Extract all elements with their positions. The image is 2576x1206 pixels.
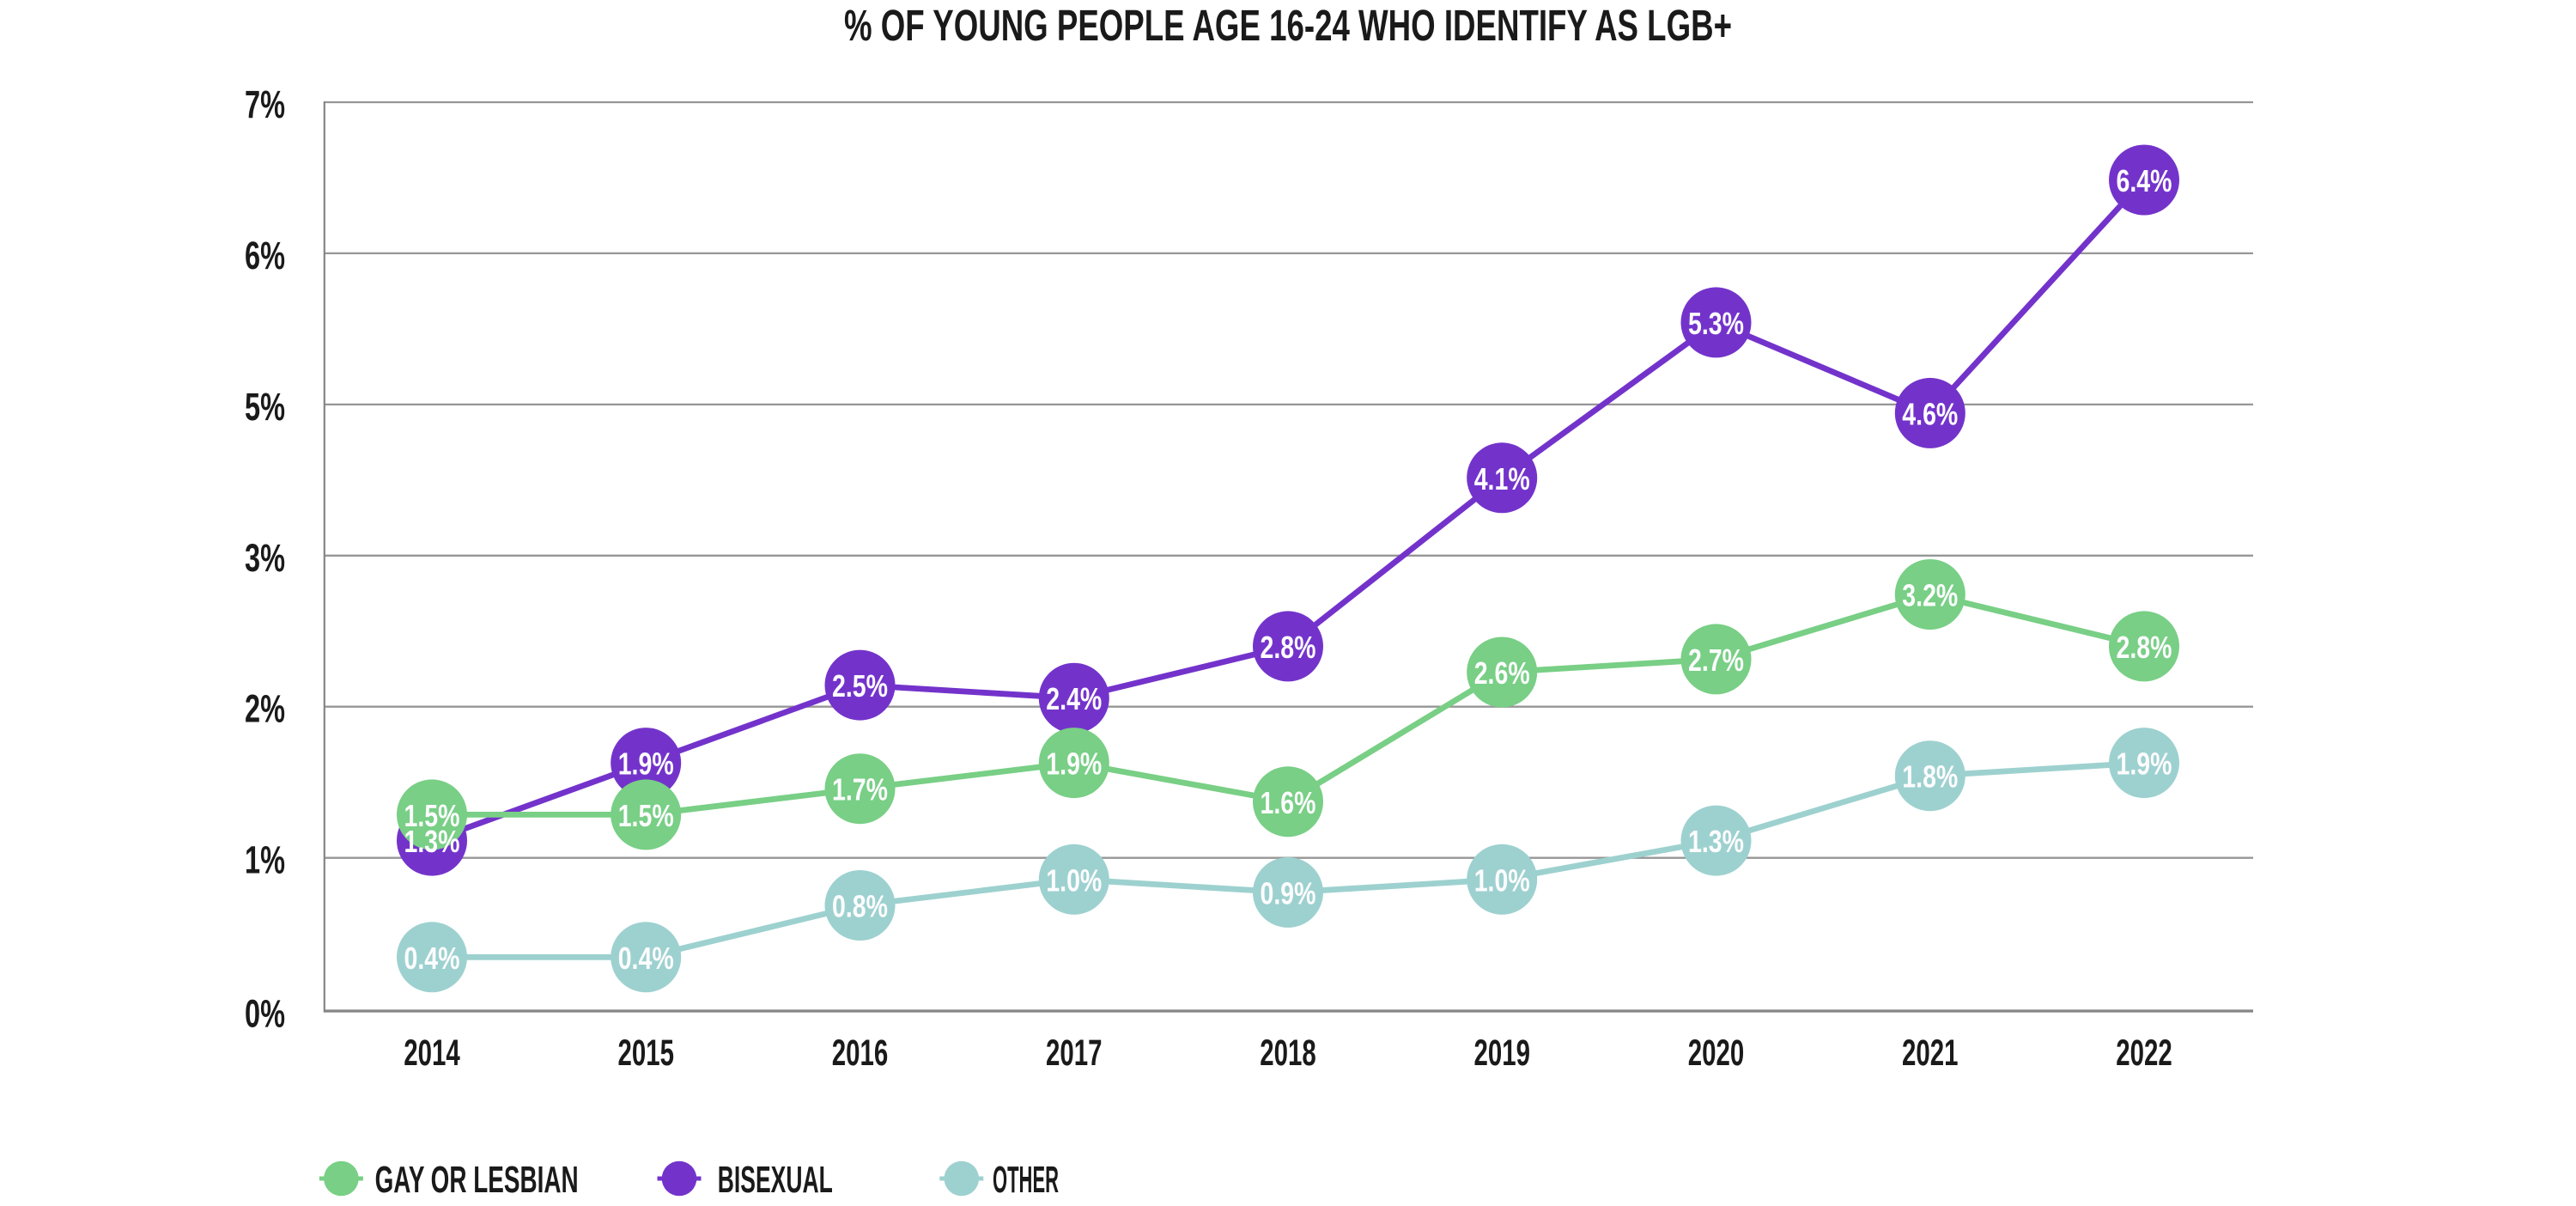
svg-text:6%: 6%: [245, 234, 285, 277]
svg-text:0.4%: 0.4%: [404, 941, 460, 976]
svg-text:1.5%: 1.5%: [618, 798, 674, 833]
svg-text:1.3%: 1.3%: [404, 824, 460, 859]
svg-text:2014: 2014: [404, 1033, 460, 1074]
svg-text:6.4%: 6.4%: [2117, 163, 2172, 198]
svg-text:1.9%: 1.9%: [2117, 746, 2172, 782]
svg-text:2020: 2020: [1688, 1033, 1745, 1074]
svg-text:2022: 2022: [2116, 1033, 2172, 1074]
svg-text:1.0%: 1.0%: [1046, 862, 1102, 898]
svg-text:4.1%: 4.1%: [1474, 461, 1530, 496]
svg-text:5%: 5%: [245, 385, 285, 429]
svg-text:1.8%: 1.8%: [1902, 759, 1958, 795]
svg-text:GAY OR LESBIAN: GAY OR LESBIAN: [375, 1159, 579, 1201]
svg-text:2021: 2021: [1902, 1033, 1959, 1074]
svg-text:2019: 2019: [1473, 1033, 1530, 1074]
svg-text:3.2%: 3.2%: [1902, 578, 1958, 613]
svg-text:1.3%: 1.3%: [1688, 824, 1744, 859]
svg-text:2.8%: 2.8%: [1261, 630, 1316, 665]
svg-text:OTHER: OTHER: [993, 1159, 1059, 1201]
svg-text:2%: 2%: [245, 687, 285, 731]
svg-text:0.8%: 0.8%: [832, 889, 888, 924]
svg-text:2017: 2017: [1046, 1033, 1103, 1074]
svg-text:2.6%: 2.6%: [1474, 655, 1530, 691]
svg-text:2018: 2018: [1260, 1033, 1316, 1074]
svg-text:2016: 2016: [832, 1033, 889, 1074]
svg-text:2.4%: 2.4%: [1046, 681, 1102, 716]
svg-text:1.0%: 1.0%: [1474, 862, 1530, 898]
svg-text:1.9%: 1.9%: [618, 746, 674, 782]
svg-text:2.5%: 2.5%: [832, 668, 888, 704]
svg-text:4.6%: 4.6%: [1902, 396, 1958, 431]
svg-text:1%: 1%: [245, 838, 285, 882]
svg-text:0%: 0%: [245, 992, 285, 1036]
svg-text:1.9%: 1.9%: [1046, 746, 1102, 782]
svg-text:0.4%: 0.4%: [618, 941, 674, 976]
svg-text:7%: 7%: [245, 82, 285, 126]
svg-text:BISEXUAL: BISEXUAL: [718, 1159, 833, 1201]
svg-text:5.3%: 5.3%: [1688, 306, 1744, 341]
svg-text:1.7%: 1.7%: [832, 772, 888, 807]
svg-text:2.8%: 2.8%: [2117, 630, 2172, 665]
svg-text:1.6%: 1.6%: [1261, 785, 1316, 820]
svg-text:1.5%: 1.5%: [404, 798, 460, 833]
svg-text:0.9%: 0.9%: [1261, 875, 1316, 911]
svg-text:2015: 2015: [617, 1033, 674, 1074]
svg-text:3%: 3%: [245, 536, 285, 580]
svg-text:% OF YOUNG PEOPLE AGE 16-24 WH: % OF YOUNG PEOPLE AGE 16-24 WHO IDENTIFY…: [844, 1, 1732, 50]
svg-text:2.7%: 2.7%: [1688, 643, 1744, 678]
